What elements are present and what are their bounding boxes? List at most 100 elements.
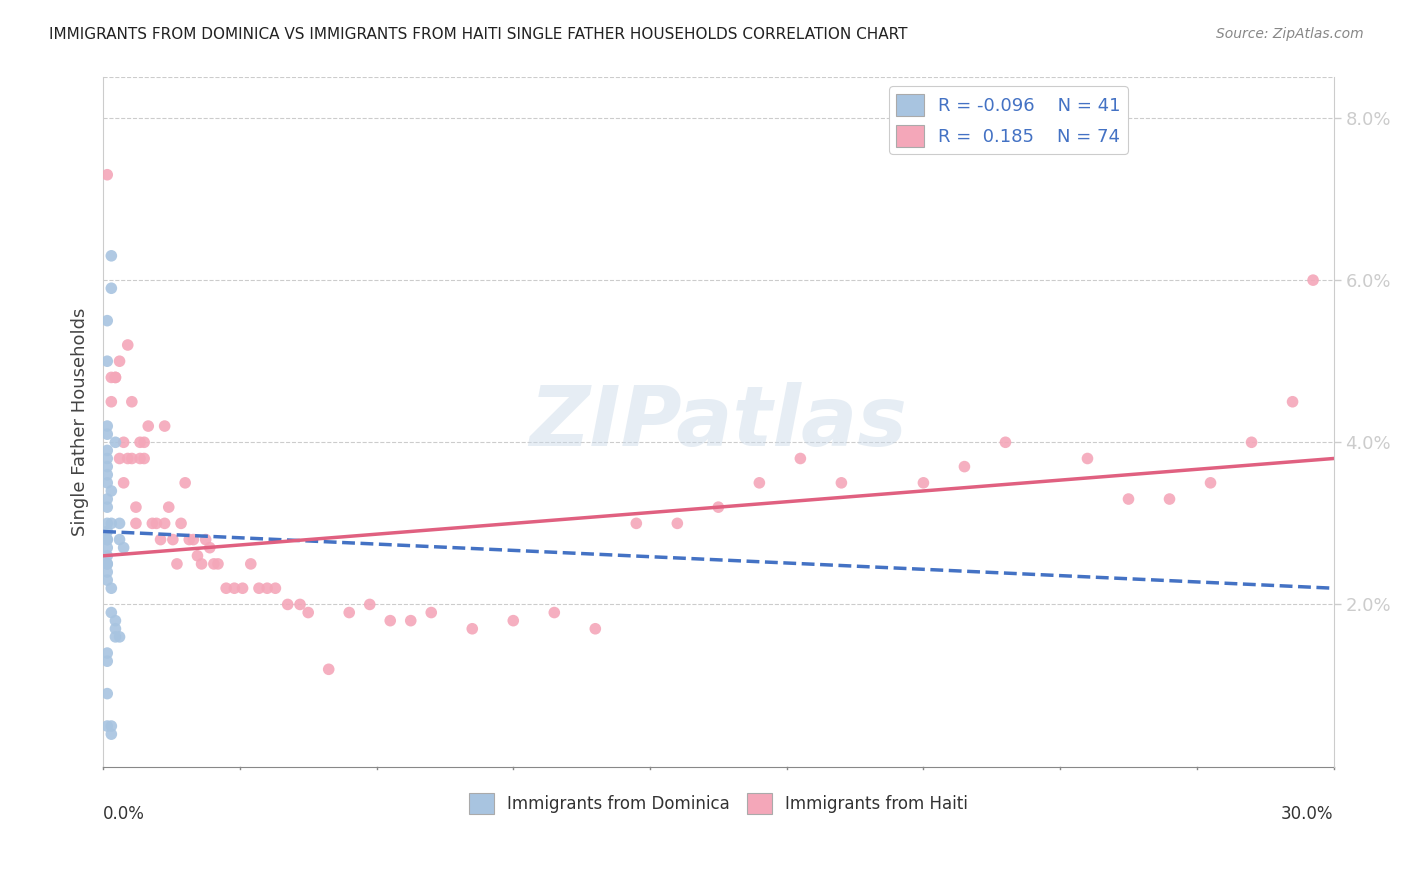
Point — [125, 500, 148, 515]
Point — [194, 533, 217, 547]
Point — [96, 549, 118, 563]
Point — [96, 533, 118, 547]
Point — [96, 459, 118, 474]
Point — [399, 614, 422, 628]
Point — [179, 533, 201, 547]
Point — [96, 419, 118, 434]
Point — [96, 475, 118, 490]
Point — [96, 719, 118, 733]
Point — [121, 394, 143, 409]
Point — [104, 630, 127, 644]
Point — [277, 598, 299, 612]
Point — [108, 516, 131, 531]
Point — [707, 500, 730, 515]
Point — [96, 541, 118, 555]
Point — [183, 533, 205, 547]
Point — [207, 557, 229, 571]
Point — [170, 516, 193, 531]
Point — [247, 581, 270, 595]
Point — [96, 451, 118, 466]
Point — [96, 313, 118, 327]
Point — [134, 435, 156, 450]
Point — [117, 338, 139, 352]
Point — [96, 565, 118, 579]
Point — [112, 541, 135, 555]
Point — [666, 516, 689, 531]
Point — [994, 435, 1017, 450]
Point — [104, 614, 127, 628]
Point — [96, 443, 118, 458]
Point — [96, 573, 118, 587]
Point — [100, 606, 122, 620]
Point — [96, 467, 118, 482]
Point — [174, 475, 197, 490]
Y-axis label: Single Father Households: Single Father Households — [72, 308, 89, 536]
Point — [239, 557, 262, 571]
Point — [359, 598, 381, 612]
Point — [96, 168, 118, 182]
Point — [461, 622, 484, 636]
Point — [117, 451, 139, 466]
Point — [129, 435, 152, 450]
Point — [96, 533, 118, 547]
Point — [141, 516, 163, 531]
Point — [149, 533, 172, 547]
Point — [337, 606, 360, 620]
Point — [215, 581, 238, 595]
Point — [104, 622, 127, 636]
Point — [1281, 394, 1303, 409]
Point — [104, 435, 127, 450]
Point — [224, 581, 246, 595]
Point — [100, 719, 122, 733]
Point — [157, 500, 180, 515]
Point — [1199, 475, 1222, 490]
Point — [198, 541, 221, 555]
Text: 0.0%: 0.0% — [103, 805, 145, 823]
Point — [108, 451, 131, 466]
Point — [96, 516, 118, 531]
Point — [104, 370, 127, 384]
Point — [153, 516, 176, 531]
Legend: Immigrants from Dominica, Immigrants from Haiti: Immigrants from Dominica, Immigrants fro… — [463, 787, 974, 821]
Point — [830, 475, 852, 490]
Point — [96, 354, 118, 368]
Point — [543, 606, 565, 620]
Point — [96, 491, 118, 506]
Point — [912, 475, 935, 490]
Point — [100, 370, 122, 384]
Point — [1302, 273, 1324, 287]
Point — [256, 581, 278, 595]
Point — [748, 475, 770, 490]
Point — [100, 394, 122, 409]
Point — [264, 581, 287, 595]
Text: Source: ZipAtlas.com: Source: ZipAtlas.com — [1216, 27, 1364, 41]
Point — [583, 622, 606, 636]
Point — [166, 557, 188, 571]
Point — [1159, 491, 1181, 506]
Point — [190, 557, 212, 571]
Point — [125, 516, 148, 531]
Point — [100, 727, 122, 741]
Text: IMMIGRANTS FROM DOMINICA VS IMMIGRANTS FROM HAITI SINGLE FATHER HOUSEHOLDS CORRE: IMMIGRANTS FROM DOMINICA VS IMMIGRANTS F… — [49, 27, 908, 42]
Point — [108, 630, 131, 644]
Point — [162, 533, 184, 547]
Point — [96, 654, 118, 668]
Point — [1076, 451, 1098, 466]
Point — [100, 281, 122, 295]
Point — [108, 354, 131, 368]
Point — [96, 557, 118, 571]
Point — [96, 557, 118, 571]
Point — [953, 459, 976, 474]
Point — [420, 606, 443, 620]
Point — [232, 581, 254, 595]
Point — [96, 687, 118, 701]
Point — [108, 533, 131, 547]
Point — [186, 549, 208, 563]
Point — [1240, 435, 1263, 450]
Point — [145, 516, 167, 531]
Point — [380, 614, 402, 628]
Point — [789, 451, 811, 466]
Point — [502, 614, 524, 628]
Point — [96, 500, 118, 515]
Point — [134, 451, 156, 466]
